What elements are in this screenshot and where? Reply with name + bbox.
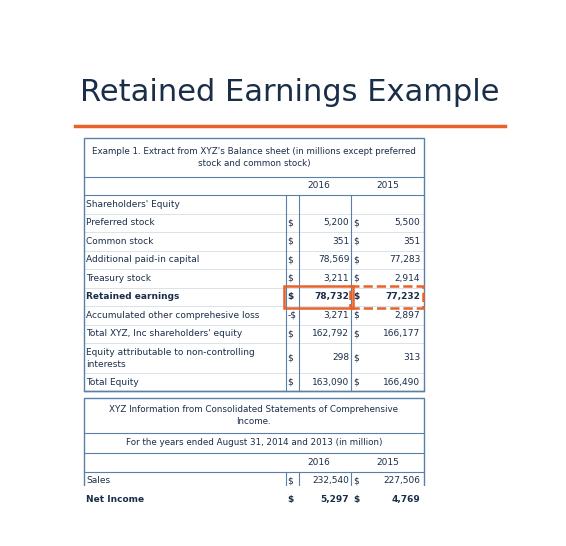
Text: 313: 313	[403, 353, 421, 363]
Text: 2,914: 2,914	[395, 274, 421, 283]
Text: 162,792: 162,792	[312, 329, 349, 339]
Text: Total Equity: Total Equity	[86, 377, 139, 387]
Text: Accumulated other comprehesive loss: Accumulated other comprehesive loss	[86, 311, 259, 320]
Text: 77,232: 77,232	[385, 293, 421, 301]
Text: Preferred stock: Preferred stock	[86, 218, 155, 228]
Text: $: $	[288, 476, 293, 485]
Text: $: $	[353, 329, 359, 339]
Text: 232,540: 232,540	[312, 476, 349, 485]
Text: $: $	[353, 311, 359, 320]
Text: Total XYZ, Inc shareholders' equity: Total XYZ, Inc shareholders' equity	[86, 329, 242, 339]
Text: Shareholders' Equity: Shareholders' Equity	[86, 200, 180, 209]
Text: 163,090: 163,090	[312, 377, 349, 387]
Bar	[284, 286, 353, 308]
Text: $: $	[288, 329, 293, 339]
Text: -$: -$	[288, 311, 297, 320]
Text: $: $	[353, 495, 359, 504]
Text: Example 1. Extract from XYZ's Balance sheet (in millions except preferred
stock : Example 1. Extract from XYZ's Balance sh…	[92, 147, 416, 168]
Text: $: $	[353, 476, 359, 485]
Text: $: $	[353, 274, 359, 283]
Text: 2016: 2016	[307, 181, 330, 191]
Bar	[350, 286, 423, 308]
Text: Common stock: Common stock	[86, 237, 153, 246]
Text: 3,211: 3,211	[324, 274, 349, 283]
Text: $: $	[353, 353, 359, 363]
Text: Sales: Sales	[86, 476, 110, 485]
Text: Equity attributable to non-controlling: Equity attributable to non-controlling	[86, 348, 255, 357]
Text: 77,283: 77,283	[389, 256, 421, 264]
Text: interests: interests	[86, 360, 126, 369]
Text: 166,177: 166,177	[383, 329, 421, 339]
Text: 3,271: 3,271	[324, 311, 349, 320]
Text: Additional paid-in capital: Additional paid-in capital	[86, 256, 199, 264]
Text: 166,490: 166,490	[383, 377, 421, 387]
Text: 2016: 2016	[307, 458, 330, 467]
Text: $: $	[353, 237, 359, 246]
Text: 2015: 2015	[376, 458, 399, 467]
Text: 5,297: 5,297	[321, 495, 349, 504]
Text: $: $	[288, 218, 293, 228]
Text: $: $	[288, 495, 294, 504]
Text: $: $	[353, 377, 359, 387]
Text: $: $	[353, 218, 359, 228]
Text: 2,897: 2,897	[395, 311, 421, 320]
Text: $: $	[288, 293, 294, 301]
Text: For the years ended August 31, 2014 and 2013 (in million): For the years ended August 31, 2014 and …	[126, 438, 382, 447]
Text: 351: 351	[403, 237, 421, 246]
Text: 78,732: 78,732	[315, 293, 349, 301]
Text: 2015: 2015	[376, 181, 399, 191]
Text: $: $	[288, 237, 293, 246]
Text: Retained earnings: Retained earnings	[86, 293, 179, 301]
Text: 298: 298	[332, 353, 349, 363]
Text: $: $	[288, 274, 293, 283]
Text: 5,200: 5,200	[324, 218, 349, 228]
Text: Retained Earnings Example: Retained Earnings Example	[79, 78, 499, 107]
Text: 4,769: 4,769	[392, 495, 421, 504]
Text: XYZ Information from Consolidated Statements of Comprehensive
Income.: XYZ Information from Consolidated Statem…	[109, 405, 398, 425]
Text: 351: 351	[332, 237, 349, 246]
Text: $: $	[353, 293, 359, 301]
Text: $: $	[288, 353, 293, 363]
Text: $: $	[288, 377, 293, 387]
Text: 78,569: 78,569	[318, 256, 349, 264]
Text: 5,500: 5,500	[395, 218, 421, 228]
Text: 227,506: 227,506	[383, 476, 421, 485]
Text: Treasury stock: Treasury stock	[86, 274, 151, 283]
Text: $: $	[353, 256, 359, 264]
Text: $: $	[288, 256, 293, 264]
Text: Net Income: Net Income	[86, 495, 144, 504]
